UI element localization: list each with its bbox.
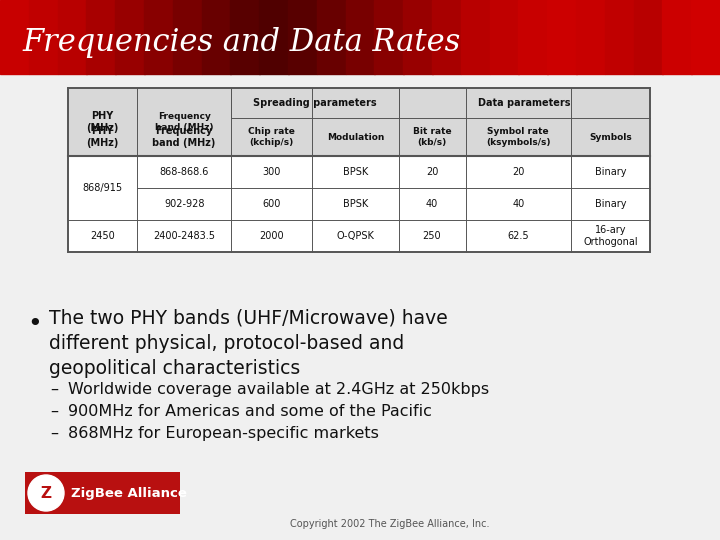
Text: Binary: Binary bbox=[595, 199, 626, 209]
Text: Data parameters: Data parameters bbox=[478, 98, 570, 108]
Bar bbox=[634, 0, 663, 74]
Text: 62.5: 62.5 bbox=[508, 231, 529, 241]
Bar bbox=[144, 0, 174, 74]
Text: 2000: 2000 bbox=[259, 231, 284, 241]
Text: Modulation: Modulation bbox=[327, 132, 384, 141]
Text: –: – bbox=[50, 404, 58, 419]
Text: 20: 20 bbox=[512, 167, 524, 177]
Text: Z: Z bbox=[40, 485, 52, 501]
Text: Worldwide coverage available at 2.4GHz at 250kbps: Worldwide coverage available at 2.4GHz a… bbox=[68, 382, 489, 397]
Text: 868MHz for European-specific markets: 868MHz for European-specific markets bbox=[68, 426, 379, 441]
Text: 300: 300 bbox=[262, 167, 281, 177]
Text: O-QPSK: O-QPSK bbox=[336, 231, 374, 241]
Bar bbox=[68, 88, 650, 118]
Bar bbox=[230, 0, 260, 74]
Bar bbox=[518, 0, 548, 74]
Text: 902-928: 902-928 bbox=[164, 199, 204, 209]
Text: 250: 250 bbox=[423, 231, 441, 241]
Bar bbox=[691, 0, 720, 74]
Text: Binary: Binary bbox=[595, 167, 626, 177]
Bar bbox=[68, 118, 650, 156]
Bar bbox=[576, 0, 606, 74]
Text: Bit rate
(kb/s): Bit rate (kb/s) bbox=[413, 127, 451, 147]
Bar bbox=[605, 0, 634, 74]
Text: PHY
(MHz): PHY (MHz) bbox=[86, 126, 119, 148]
Text: ZigBee Alliance: ZigBee Alliance bbox=[71, 487, 187, 500]
Bar bbox=[288, 0, 318, 74]
Bar bbox=[68, 88, 650, 252]
Text: 600: 600 bbox=[262, 199, 281, 209]
Text: –: – bbox=[50, 426, 58, 441]
Text: 2400-2483.5: 2400-2483.5 bbox=[153, 231, 215, 241]
Bar bbox=[115, 0, 145, 74]
Text: 16-ary
Orthogonal: 16-ary Orthogonal bbox=[583, 225, 638, 247]
Text: Chip rate
(kchip/s): Chip rate (kchip/s) bbox=[248, 127, 295, 147]
Text: PHY
(MHz): PHY (MHz) bbox=[86, 111, 119, 133]
Bar bbox=[432, 0, 462, 74]
Bar bbox=[0, 0, 30, 74]
Text: 2450: 2450 bbox=[90, 231, 115, 241]
Bar bbox=[86, 0, 116, 74]
Text: Frequency
band (MHz): Frequency band (MHz) bbox=[155, 112, 213, 132]
Bar bbox=[68, 88, 650, 252]
Text: •: • bbox=[27, 312, 42, 336]
Bar bbox=[662, 0, 692, 74]
Text: Symbols: Symbols bbox=[589, 132, 632, 141]
Bar bbox=[58, 0, 87, 74]
Text: 20: 20 bbox=[426, 167, 438, 177]
Text: The two PHY bands (UHF/Microwave) have
different physical, protocol-based and
ge: The two PHY bands (UHF/Microwave) have d… bbox=[49, 308, 448, 379]
Bar bbox=[346, 0, 375, 74]
Bar bbox=[490, 0, 519, 74]
Text: 40: 40 bbox=[426, 199, 438, 209]
Text: BPSK: BPSK bbox=[343, 167, 368, 177]
Text: Symbol rate
(ksymbols/s): Symbol rate (ksymbols/s) bbox=[486, 127, 551, 147]
Circle shape bbox=[28, 475, 64, 511]
Text: 40: 40 bbox=[512, 199, 524, 209]
Bar bbox=[29, 0, 58, 74]
Bar bbox=[461, 0, 490, 74]
Text: 868/915: 868/915 bbox=[83, 183, 123, 193]
Text: Copyright 2002 The ZigBee Alliance, Inc.: Copyright 2002 The ZigBee Alliance, Inc. bbox=[290, 519, 490, 529]
Text: 900MHz for Americas and some of the Pacific: 900MHz for Americas and some of the Paci… bbox=[68, 404, 432, 419]
Bar bbox=[547, 0, 577, 74]
Text: BPSK: BPSK bbox=[343, 199, 368, 209]
Bar bbox=[173, 0, 202, 74]
Text: Spreading parameters: Spreading parameters bbox=[253, 98, 377, 108]
Bar bbox=[317, 0, 346, 74]
Text: 868-868.6: 868-868.6 bbox=[159, 167, 209, 177]
Bar bbox=[25, 472, 180, 514]
Bar bbox=[259, 0, 289, 74]
Text: –: – bbox=[50, 382, 58, 397]
Bar bbox=[403, 0, 433, 74]
Text: Frequency
band (MHz): Frequency band (MHz) bbox=[153, 126, 216, 148]
Bar bbox=[374, 0, 404, 74]
Text: Frequencies and Data Rates: Frequencies and Data Rates bbox=[22, 26, 460, 57]
Bar bbox=[202, 0, 231, 74]
